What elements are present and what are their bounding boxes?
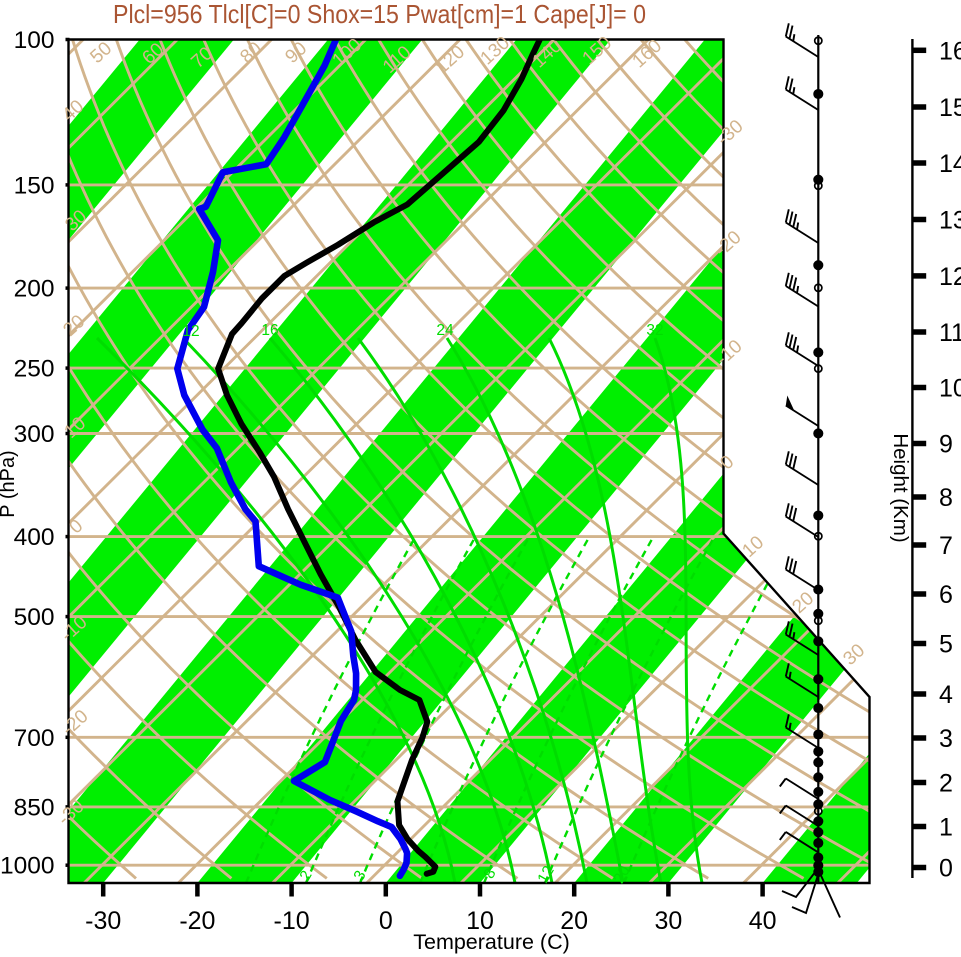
svg-text:700: 700 <box>14 725 55 752</box>
svg-text:15: 15 <box>939 94 961 122</box>
svg-text:4: 4 <box>939 681 953 709</box>
svg-text:1000: 1000 <box>0 853 55 880</box>
svg-text:Height (Km): Height (Km) <box>889 433 912 542</box>
svg-text:250: 250 <box>14 356 55 383</box>
svg-text:-20: -20 <box>179 907 215 935</box>
svg-text:6: 6 <box>939 581 953 609</box>
svg-text:Temperature (C): Temperature (C) <box>413 930 570 954</box>
svg-text:100: 100 <box>14 27 55 54</box>
svg-text:-30: -30 <box>85 907 121 935</box>
svg-text:2: 2 <box>939 770 953 798</box>
svg-text:0: 0 <box>379 907 393 935</box>
svg-text:7: 7 <box>939 532 953 560</box>
svg-text:16: 16 <box>939 37 961 65</box>
svg-text:13: 13 <box>939 207 961 235</box>
svg-text:8: 8 <box>939 484 953 512</box>
svg-text:20: 20 <box>610 863 634 887</box>
svg-text:9: 9 <box>939 431 953 459</box>
svg-text:12: 12 <box>939 263 961 291</box>
svg-text:10: 10 <box>466 907 494 935</box>
svg-text:32: 32 <box>646 322 663 339</box>
svg-text:24: 24 <box>436 322 454 339</box>
svg-text:10: 10 <box>939 375 961 403</box>
svg-text:-10: -10 <box>274 907 310 935</box>
svg-text:500: 500 <box>14 604 55 631</box>
svg-text:150: 150 <box>14 172 55 199</box>
svg-text:1: 1 <box>939 814 953 842</box>
svg-text:20: 20 <box>560 907 588 935</box>
svg-text:P (hPa): P (hPa) <box>0 450 19 517</box>
svg-text:300: 300 <box>14 421 55 448</box>
svg-text:16: 16 <box>261 322 278 339</box>
svg-text:30: 30 <box>654 907 682 935</box>
svg-text:12: 12 <box>534 863 557 886</box>
svg-text:Plcl=956 Tlcl[C]=0 Shox=15 Pwa: Plcl=956 Tlcl[C]=0 Shox=15 Pwat[cm]=1 Ca… <box>113 0 646 29</box>
svg-text:400: 400 <box>14 524 55 551</box>
svg-text:40: 40 <box>749 907 777 935</box>
svg-text:14: 14 <box>939 150 961 178</box>
svg-text:5: 5 <box>939 631 953 659</box>
svg-text:3: 3 <box>939 725 953 753</box>
svg-text:0: 0 <box>939 855 953 883</box>
svg-text:11: 11 <box>939 319 961 347</box>
svg-text:850: 850 <box>14 794 55 821</box>
svg-text:200: 200 <box>14 276 55 303</box>
svg-text:12: 12 <box>182 323 199 340</box>
